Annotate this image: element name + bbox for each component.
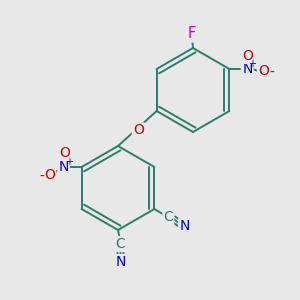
Text: C: C: [164, 210, 173, 224]
Text: O: O: [59, 146, 70, 160]
Text: N: N: [58, 160, 69, 174]
Text: O: O: [258, 64, 269, 78]
Text: +: +: [64, 157, 73, 167]
Text: O: O: [242, 49, 253, 63]
Text: N: N: [116, 255, 126, 269]
Text: N: N: [179, 219, 190, 233]
Text: F: F: [188, 26, 196, 41]
Text: N: N: [242, 62, 253, 76]
Text: O: O: [133, 124, 144, 137]
Text: C: C: [115, 237, 125, 251]
Text: +: +: [248, 59, 256, 69]
Text: -: -: [39, 170, 44, 184]
Text: O: O: [44, 168, 55, 182]
Text: -: -: [269, 66, 274, 80]
